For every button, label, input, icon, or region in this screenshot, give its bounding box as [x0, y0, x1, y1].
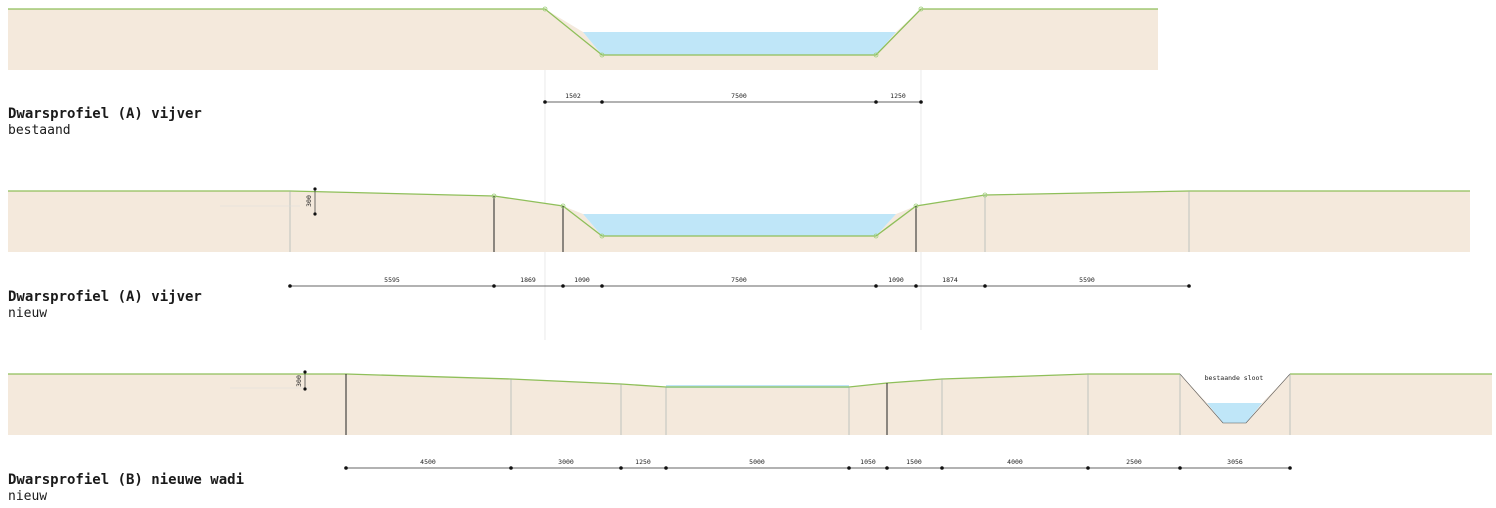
dimension-tick — [543, 100, 547, 104]
dimension-label: 1050 — [860, 458, 876, 466]
dimension-tick — [303, 387, 307, 391]
survey-point — [542, 6, 548, 12]
ditch-outline — [1179, 373, 1291, 424]
survey-point — [873, 52, 879, 58]
dimension-label: 5590 — [1079, 276, 1095, 284]
survey-point — [913, 203, 919, 209]
section-title: Dwarsprofiel (B) nieuwe wadi — [8, 472, 244, 488]
dimension-label: 1874 — [942, 276, 958, 284]
dimension-tick — [492, 284, 496, 288]
survey-point — [982, 192, 988, 198]
dimension-label: 1250 — [635, 458, 651, 466]
dimension-label: 4000 — [1007, 458, 1023, 466]
survey-point — [560, 203, 566, 209]
water-body — [583, 214, 896, 236]
dimension-chain: 5595 1869 1090 7500 1090 1874 5590 — [288, 276, 1191, 288]
dimension-tick — [600, 100, 604, 104]
dimension-tick — [1288, 466, 1292, 470]
ground-surface-line — [8, 190, 1470, 237]
ditch-water — [1207, 403, 1262, 423]
survey-point — [873, 233, 879, 239]
section-subtitle: nieuw — [8, 306, 47, 321]
height-dimension: 300 — [295, 370, 307, 391]
dimension-tick — [914, 284, 918, 288]
dimension-label: 1090 — [888, 276, 904, 284]
dimension-label: 4500 — [420, 458, 436, 466]
dimension-tick — [874, 284, 878, 288]
dimension-tick — [313, 187, 317, 191]
dimension-chain: 4500 3000 1250 5000 1050 1500 4000 2500 … — [344, 458, 1292, 470]
dimension-label: 1090 — [574, 276, 590, 284]
profile-b-new: 300 bestaande sloot 4500 3000 1250 5000 … — [8, 370, 1492, 504]
height-label: 300 — [305, 195, 313, 207]
dimension-tick — [847, 466, 851, 470]
height-dimension: 300 — [305, 187, 317, 216]
dimension-tick — [561, 284, 565, 288]
survey-point — [599, 52, 605, 58]
ground-surface-line — [8, 8, 1158, 56]
dimension-tick — [1187, 284, 1191, 288]
dimension-tick — [619, 466, 623, 470]
height-label: 300 — [295, 375, 303, 387]
dimension-label: 7500 — [731, 92, 747, 100]
ground-surface-line — [8, 373, 1180, 388]
dimension-tick — [1178, 466, 1182, 470]
ground-fill — [8, 374, 1492, 435]
dimension-tick — [664, 466, 668, 470]
dimension-tick — [600, 284, 604, 288]
dimension-tick — [940, 466, 944, 470]
dimension-tick — [288, 284, 292, 288]
dimension-label: 5000 — [749, 458, 765, 466]
dimension-label: 1250 — [890, 92, 906, 100]
dimension-tick — [509, 466, 513, 470]
dimension-tick — [313, 212, 317, 216]
dimension-tick — [1086, 466, 1090, 470]
water-body — [583, 32, 896, 55]
survey-point — [918, 6, 924, 12]
profile-a-new: 300 5595 1869 1090 7500 1090 1874 5590 D… — [8, 187, 1470, 321]
dimension-label: 3056 — [1227, 458, 1243, 466]
dimension-tick — [919, 100, 923, 104]
dimension-label: 1502 — [565, 92, 581, 100]
dimension-tick — [344, 466, 348, 470]
dimension-tick — [303, 370, 307, 374]
section-subtitle: nieuw — [8, 489, 47, 504]
dimension-label: 1869 — [520, 276, 536, 284]
dimension-label: 1500 — [906, 458, 922, 466]
dimension-chain: 1502 7500 1250 — [543, 92, 923, 104]
section-subtitle: bestaand — [8, 123, 71, 138]
dimension-label: 7500 — [731, 276, 747, 284]
section-title: Dwarsprofiel (A) vijver — [8, 106, 202, 122]
section-title: Dwarsprofiel (A) vijver — [8, 289, 202, 305]
dimension-label: 5595 — [384, 276, 400, 284]
profile-a-existing: 1502 7500 1250 Dwarsprofiel (A) vijver b… — [8, 6, 1158, 138]
ground-fill — [8, 191, 1470, 252]
dimension-tick — [983, 284, 987, 288]
dimension-tick — [874, 100, 878, 104]
dimension-tick — [885, 466, 889, 470]
dimension-label: 2500 — [1126, 458, 1142, 466]
ditch-label: bestaande sloot — [1205, 374, 1264, 382]
dimension-label: 3000 — [558, 458, 574, 466]
survey-point — [491, 193, 497, 199]
survey-point — [599, 233, 605, 239]
